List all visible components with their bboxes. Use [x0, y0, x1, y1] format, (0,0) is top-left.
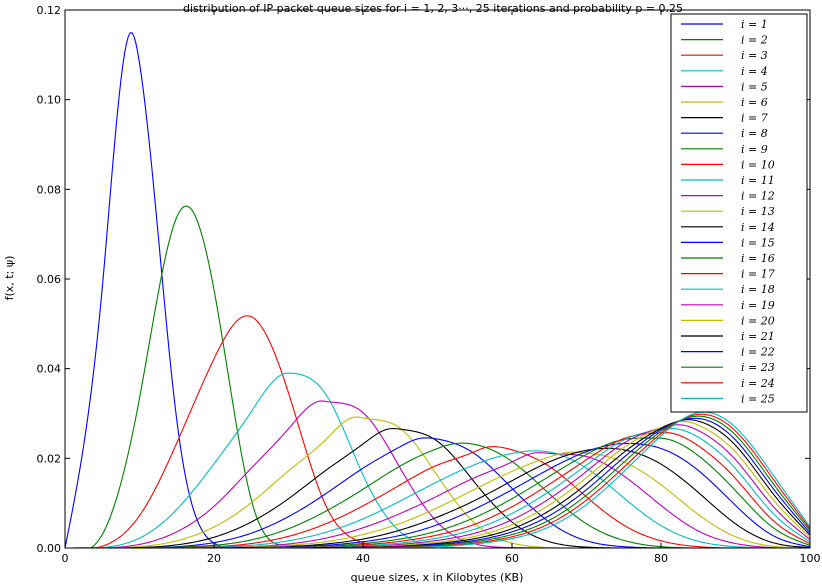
series-line-12 [65, 452, 810, 549]
x-tick-label: 40 [356, 552, 370, 565]
x-tick-label: 60 [505, 552, 519, 565]
series-line-7 [65, 427, 810, 549]
legend-label: i = 21 [741, 330, 775, 343]
x-tick-label: 20 [207, 552, 221, 565]
legend-label: i = 2 [741, 34, 768, 47]
legend-label: i = 11 [741, 174, 775, 187]
legend-label: i = 9 [741, 143, 768, 156]
series-line-25 [65, 411, 811, 549]
legend-label: i = 22 [741, 346, 775, 359]
x-tick-label: 0 [62, 552, 69, 565]
legend-label: i = 10 [741, 158, 775, 171]
series-line-13 [65, 451, 811, 549]
legend-label: i = 4 [741, 65, 768, 78]
y-axis-title: f(x, t; ψ) [3, 256, 16, 301]
legend-label: i = 15 [741, 236, 775, 249]
series-line-20 [65, 421, 811, 549]
legend-box [670, 13, 808, 413]
legend-label: i = 25 [741, 392, 775, 405]
axis-ticks: 0 20 40 60 80 100 0.00 0.02 0.04 0.06 0.08 0.10 0.12 [37, 4, 821, 565]
series-line-14 [65, 447, 811, 549]
legend-label: i = 6 [741, 96, 768, 109]
legend-label: i = 13 [741, 205, 775, 218]
y-tick-label: 0.06 [37, 273, 62, 286]
x-tick-label: 80 [654, 552, 668, 565]
legend-label: i = 1 [741, 18, 768, 31]
legend-label: i = 12 [741, 190, 775, 203]
y-tick-label: 0.08 [37, 183, 62, 196]
y-tick-label: 0.04 [37, 363, 62, 376]
legend-label: i = 17 [741, 268, 775, 281]
series-line-10 [65, 446, 810, 549]
chart-title: distribution of IP packet queue sizes fo… [183, 2, 683, 15]
y-tick-label: 0.02 [37, 452, 62, 465]
series-line-18 [65, 428, 811, 549]
legend-label: i = 3 [741, 49, 768, 62]
legend-label: i = 16 [741, 252, 775, 265]
legend-label: i = 18 [741, 283, 775, 296]
legend-label: i = 24 [741, 377, 775, 390]
legend-label: i = 8 [741, 127, 768, 140]
legend-label: i = 20 [741, 314, 775, 327]
legend-label: i = 5 [741, 80, 768, 93]
legend-label: i = 7 [741, 112, 768, 125]
x-axis-title: queue sizes, x in Kilobytes (KB) [351, 571, 524, 584]
y-tick-label: 0.10 [37, 94, 62, 107]
x-tick-label: 100 [800, 552, 821, 565]
legend-label: i = 23 [741, 361, 775, 374]
legend-label: i = 14 [741, 221, 775, 234]
y-tick-label: 0.00 [37, 542, 62, 555]
legend: i = 1 i = 2 i = 3 i = 4 i = 5 i = 6 i = 7 i = 8… [670, 13, 808, 413]
legend-label: i = 19 [741, 299, 775, 312]
y-tick-label: 0.12 [37, 4, 62, 17]
